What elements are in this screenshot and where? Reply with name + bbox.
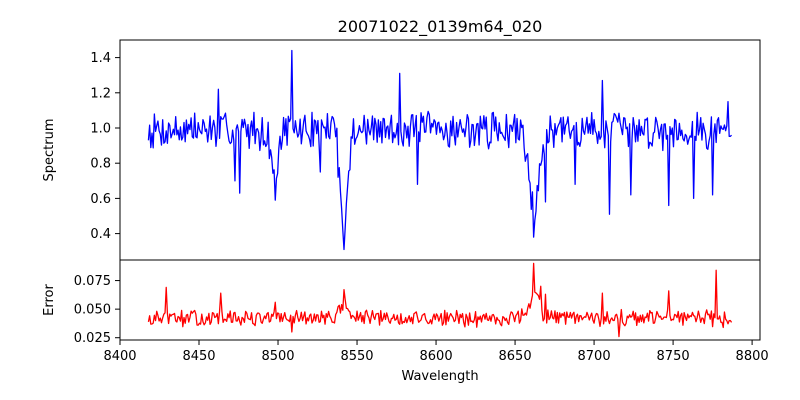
spectrum-series-layer (147, 49, 733, 251)
spectrum-y-tick-label: 0.4 (90, 227, 111, 242)
error-y-tick-label: 0.075 (74, 274, 111, 289)
x-tick-label: 8450 (182, 349, 215, 364)
x-tick-label: 8600 (420, 349, 453, 364)
x-tick-label: 8400 (103, 349, 136, 364)
x-tick-label: 8650 (499, 349, 532, 364)
spectrum-y-tick-label: 1.4 (90, 51, 111, 66)
spectrum-y-tick-label: 0.6 (90, 192, 111, 207)
spectrum-y-tick-label: 1.2 (90, 86, 111, 101)
x-tick-label: 8750 (657, 349, 690, 364)
error-series-layer (147, 262, 733, 338)
spectrum-y-tick-label: 1.0 (90, 122, 111, 137)
error-panel: 0.025 0.050 0.075 Error (42, 259, 761, 346)
x-axis-label: Wavelength (401, 369, 478, 384)
x-axis-ticks: 8400 8450 8500 8550 8600 8650 8700 8750 8800 (103, 340, 769, 364)
error-y-tick-label: 0.025 (74, 331, 111, 346)
spectrum-series-line (147, 49, 733, 251)
chart-title: 20071022_0139m64_020 (338, 17, 543, 37)
error-y-ticks: 0.025 0.050 0.075 (74, 274, 120, 346)
error-y-label: Error (42, 284, 57, 316)
error-axes-frame (119, 259, 761, 341)
error-y-tick-label: 0.050 (74, 303, 111, 318)
spectrum-y-label: Spectrum (42, 119, 57, 182)
x-tick-label: 8800 (736, 349, 769, 364)
x-tick-label: 8500 (261, 349, 294, 364)
spectrum-y-ticks: 0.4 0.6 0.8 1.0 1.2 1.4 (90, 51, 120, 242)
x-tick-label: 8550 (340, 349, 373, 364)
error-series-line (147, 262, 733, 338)
x-tick-label: 8700 (578, 349, 611, 364)
spectrum-y-tick-label: 0.8 (90, 157, 111, 172)
